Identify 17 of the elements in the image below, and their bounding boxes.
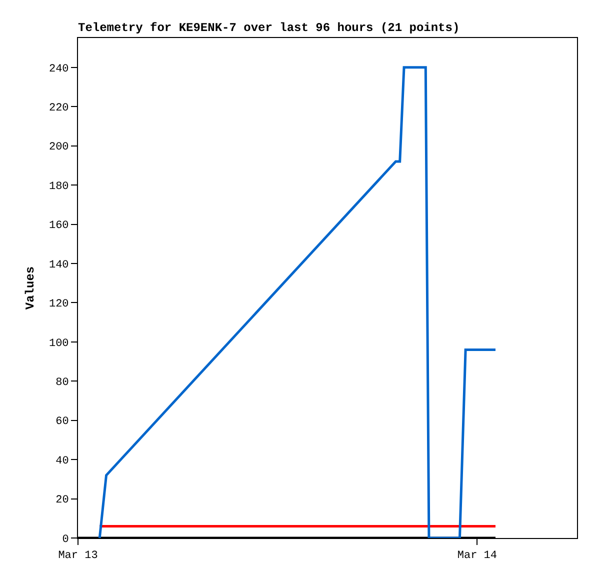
y-tick-label: 180 bbox=[48, 180, 69, 193]
y-tick-label: 220 bbox=[48, 102, 69, 114]
y-tick-label: 240 bbox=[48, 63, 69, 76]
y-tick-label: 0 bbox=[62, 534, 69, 546]
y-tick-label: 160 bbox=[48, 220, 69, 232]
y-tick-label: 60 bbox=[56, 416, 69, 428]
x-tick-label: Mar 14 bbox=[457, 550, 498, 562]
y-tick-label: 140 bbox=[48, 259, 69, 272]
x-tick-label: Mar 13 bbox=[58, 550, 98, 562]
y-tick-label: 200 bbox=[48, 142, 69, 154]
y-tick-label: 40 bbox=[56, 455, 69, 468]
y-tick-label: 20 bbox=[56, 494, 69, 507]
y-tick-label: 80 bbox=[56, 376, 69, 389]
y-tick-label: 120 bbox=[48, 298, 69, 311]
chart-title: Telemetry for KE9ENK-7 over last 96 hours (21 points) bbox=[78, 21, 460, 35]
y-tick-label: 100 bbox=[48, 338, 69, 350]
y-axis-title: Values bbox=[23, 266, 38, 310]
